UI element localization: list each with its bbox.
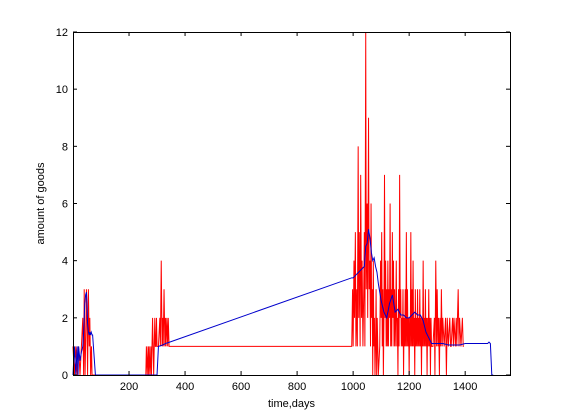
- x-tick-label: 1200: [397, 381, 421, 393]
- series-line-2: [72, 229, 494, 376]
- y-tick-label: 8: [62, 141, 68, 153]
- x-tick-label: 200: [120, 381, 138, 393]
- ticks-group: 200 400 600 800 1000 1200 1400 0 2 4 6 8 10 12: [56, 27, 510, 393]
- y-axis-label: amount of goods: [35, 162, 47, 244]
- x-tick-label: 400: [176, 381, 194, 393]
- x-tick-label: 800: [288, 381, 306, 393]
- x-tick-label: 1400: [453, 381, 477, 393]
- x-tick-label: 600: [232, 381, 250, 393]
- x-tick-label: 1000: [341, 381, 365, 393]
- y-tick-label: 10: [56, 84, 68, 96]
- series-line-1: [72, 31, 464, 376]
- y-tick-label: 12: [56, 27, 68, 39]
- y-tick-label: 2: [62, 313, 68, 325]
- y-tick-label: 4: [62, 256, 68, 268]
- y-tick-label: 0: [62, 370, 68, 382]
- y-tick-label: 6: [62, 199, 68, 211]
- x-axis-label: time,days: [268, 398, 316, 410]
- series-group: [72, 31, 494, 376]
- plot-area: [73, 32, 510, 375]
